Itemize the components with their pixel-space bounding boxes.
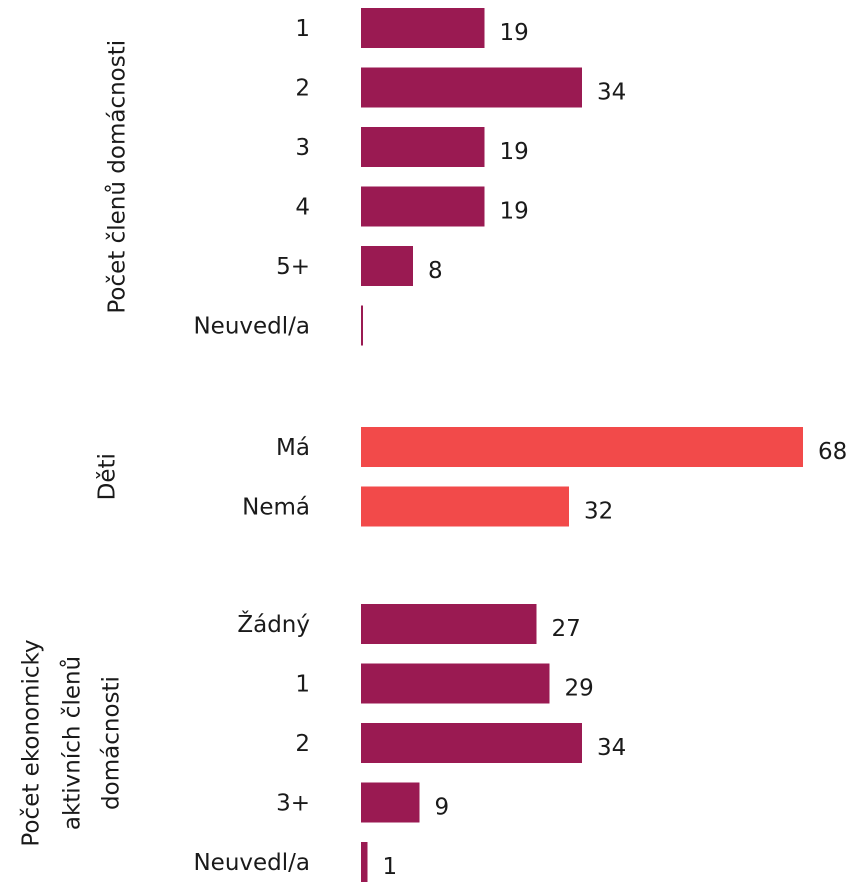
category-label: 3+ bbox=[276, 791, 310, 817]
category-label: Nemá bbox=[242, 495, 310, 521]
category-label: 2 bbox=[295, 76, 310, 102]
bar bbox=[361, 67, 582, 108]
data-label: 29 bbox=[565, 676, 594, 702]
bar bbox=[361, 246, 413, 286]
bar bbox=[361, 186, 485, 227]
bar bbox=[361, 427, 803, 467]
group-label: Děti bbox=[95, 453, 121, 500]
bar bbox=[361, 8, 485, 48]
category-label: Žádný bbox=[237, 610, 310, 638]
data-label: 34 bbox=[597, 735, 626, 761]
category-label: 2 bbox=[295, 731, 310, 757]
bar bbox=[361, 486, 569, 527]
category-label: Neuvedl/a bbox=[193, 850, 310, 876]
bar bbox=[361, 663, 550, 704]
group-label: Počet členů domácnosti bbox=[104, 40, 131, 314]
bar bbox=[361, 305, 363, 346]
data-label: 19 bbox=[500, 20, 529, 46]
data-label: 8 bbox=[428, 258, 443, 284]
category-label: 1 bbox=[295, 672, 310, 698]
bar bbox=[361, 723, 582, 763]
bar bbox=[361, 127, 485, 167]
data-label: 34 bbox=[597, 80, 626, 106]
group-label: domácnosti bbox=[99, 676, 125, 810]
category-label: 5+ bbox=[276, 254, 310, 280]
data-label: 19 bbox=[500, 199, 529, 225]
bar bbox=[361, 842, 368, 882]
category-label: 4 bbox=[295, 195, 310, 221]
data-label: 68 bbox=[818, 439, 847, 465]
group-label: Počet ekonomicky bbox=[19, 639, 45, 846]
bar bbox=[361, 604, 537, 644]
data-label: 1 bbox=[383, 854, 398, 880]
category-label: Neuvedl/a bbox=[193, 314, 310, 340]
data-label: 32 bbox=[584, 499, 613, 525]
data-label: 27 bbox=[552, 616, 581, 642]
data-label: 19 bbox=[500, 139, 529, 165]
group-label: aktivních členů bbox=[59, 656, 86, 830]
category-label: 3 bbox=[295, 135, 310, 161]
data-label: 9 bbox=[435, 795, 450, 821]
category-label: Má bbox=[276, 435, 310, 461]
bar bbox=[361, 782, 420, 823]
category-label: 1 bbox=[295, 16, 310, 42]
